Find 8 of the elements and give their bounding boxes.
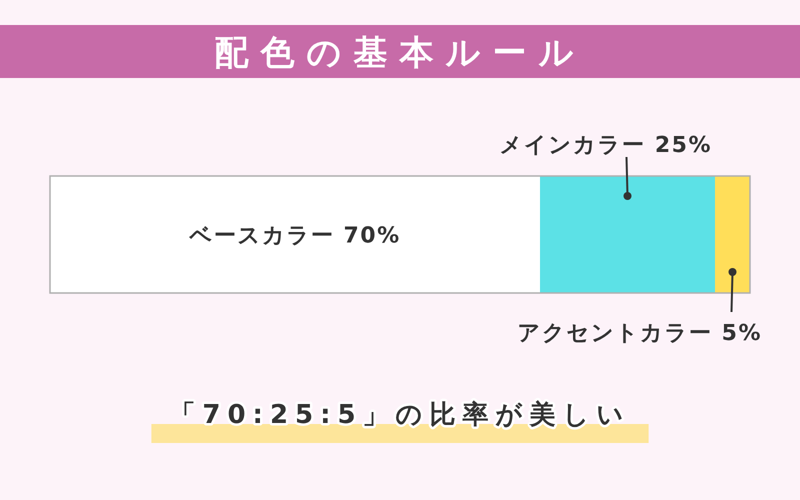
series-label: メインカラー — [500, 133, 646, 158]
series-label: ベースカラー — [188, 224, 334, 248]
data-label: 70% — [344, 224, 401, 248]
data-label: 25% — [654, 133, 712, 158]
series-label: アクセントカラー — [517, 321, 712, 346]
chart-title: 配色の基本ルール — [214, 33, 586, 73]
text: 「70:25:5」の比率が美しい — [169, 400, 631, 430]
data-label: 5% — [722, 321, 762, 346]
